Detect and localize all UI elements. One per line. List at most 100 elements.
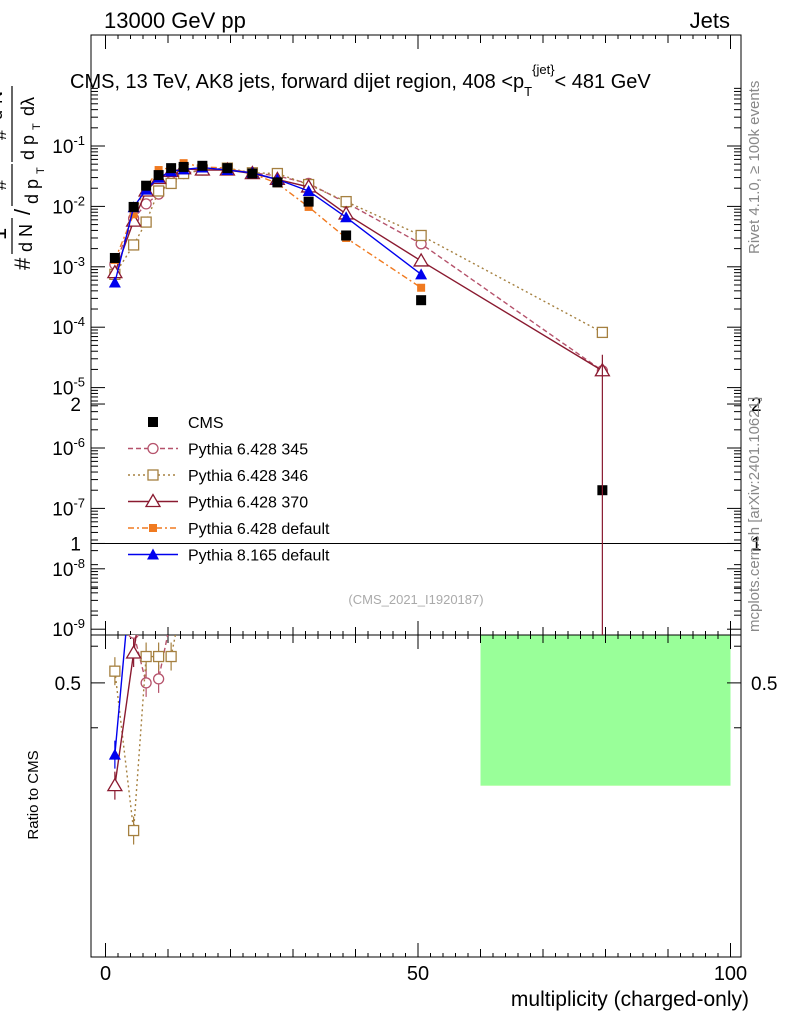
series-ratio-marker [417,445,425,453]
band-inner [480,635,731,786]
series-marker [304,202,313,211]
data-point [416,295,427,306]
svg-text:dλ: dλ [18,97,38,116]
x-tick-label: 0 [100,963,111,985]
data-point [109,252,120,263]
data-point [197,160,208,171]
data-point [303,196,314,207]
series-ratio-marker [152,673,165,685]
data-point [341,230,352,241]
series-marker [165,177,177,190]
legend-marker [149,524,157,532]
header-jets: Jets [689,8,730,33]
legend: CMS Pythia 6.428 345 Pythia 6.428 346 Pythi… [128,415,330,565]
series-ratio-marker [195,569,209,581]
svg-text:T: T [31,123,43,130]
series-marker [129,210,138,219]
svg-text:T: T [35,167,47,174]
series-ratio-marker [180,511,188,519]
series-ratio-marker [416,106,426,116]
series-marker [596,326,609,339]
rivet-version-label: Rivet 4.1.0, ≥ 100k events [746,80,763,254]
series-ratio-marker [130,597,138,605]
legend-marker [144,493,162,508]
series-ratio-marker [197,591,207,601]
series-ratio-marker [341,275,351,285]
svg-text:d²N: d²N [0,91,6,120]
header-process: 13000 GeV pp [104,8,246,33]
data-point [141,180,152,191]
chart-title: CMS, 13 TeV, AK8 jets, forward dijet reg… [70,62,651,99]
series-ratio-marker [152,650,165,663]
chart-labels: CMS, 13 TeV, AK8 jets, forward dijet reg… [0,62,749,1011]
series-ratio-marker [140,650,152,663]
svg-text:/: / [10,208,35,215]
legend-label: Pythia 6.428 370 [188,495,308,512]
series-ratio-marker [125,644,142,659]
series-ratio-marker [302,418,316,430]
legend-label: Pythia 6.428 346 [188,468,308,485]
ratio-panel-frame [90,634,742,958]
series-marker [415,268,428,280]
series-ratio-marker [108,748,121,760]
series-ratio-marker [140,677,152,689]
series-ratio-marker [109,665,121,677]
series-marker [140,216,152,228]
series-marker [340,211,353,223]
series-ratio-marker [339,378,353,390]
svg-text:d p: d p [18,135,38,160]
ratio-tick-label-right: 1 [751,534,762,555]
y-tick-label: 10-8 [52,556,85,581]
series-ratio-line [133,635,169,684]
y-tick-label: 10-2 [52,193,85,218]
svg-text:#: # [0,180,10,190]
series-ratio-marker [342,556,350,564]
series-ratio-marker [166,613,176,623]
series-ratio-marker [110,596,120,606]
series-line [114,166,422,283]
legend-label: Pythia 6.428 345 [188,442,308,459]
legend-label: CMS [188,415,224,432]
y-tick-label: 10-9 [52,616,85,641]
legend-marker [147,548,159,560]
y-tick-label: 10-6 [52,435,85,460]
data-point [153,170,164,181]
y-tick-label: 10-4 [52,314,85,339]
ratio-axis-label: Ratio to CMS [25,750,42,839]
series-marker [417,283,426,292]
series-ratio-marker [197,569,207,579]
series-ratio-marker [164,562,178,574]
svg-text:d N: d N [16,224,36,252]
series-ratio-marker [305,579,313,587]
series-ratio-marker [179,588,189,598]
series-ratio-marker [152,572,166,584]
legend-marker [147,442,159,455]
data-point [178,161,189,172]
series-marker [412,252,430,267]
top-panel-frame [90,34,742,636]
series-ratio-marker [111,556,119,564]
series-ratio-marker [106,777,124,792]
svg-text:d p: d p [22,179,42,204]
data-point [166,163,177,174]
top-panel-series [106,159,611,635]
y-axis-label-top: # d N 1 / d p T # d p T dλ # d²N [0,86,47,270]
legend-marker [147,469,159,481]
ratio-tick-label-right: 0.5 [751,674,777,695]
svg-text:#: # [10,257,35,270]
legend-marker [148,417,158,427]
series-ratio-marker [415,341,427,352]
legend-label: Pythia 6.428 default [188,521,330,538]
data-point [272,177,283,188]
svg-text:1: 1 [0,228,11,240]
series-ratio-marker [304,399,314,409]
y-tick-label: 10-3 [52,254,85,279]
series-marker [340,195,352,208]
series-line [114,168,603,372]
series-marker [108,276,121,288]
x-tick-label: 100 [714,963,747,985]
series-marker [415,229,427,242]
series-marker [152,185,165,197]
ratio-tick-label: 1 [70,534,81,555]
